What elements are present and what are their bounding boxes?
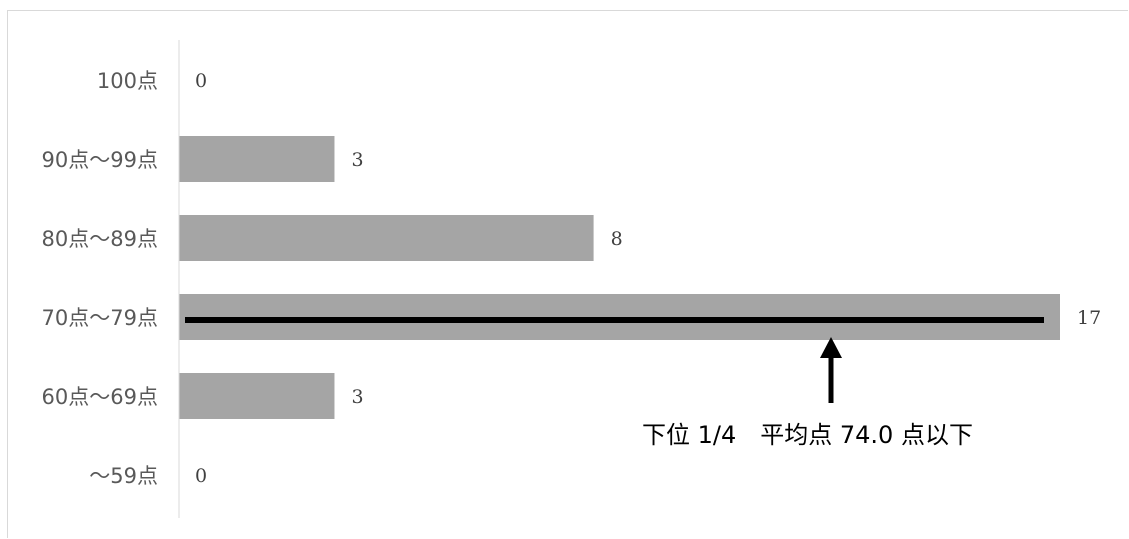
category-label: 100点 <box>97 69 158 93</box>
category-label: ～59点 <box>89 464 158 488</box>
labels-layer: 100点 0 90点～99点 3 80点～89点 8 70点～79点 17 60点～69点 3 ～5… <box>42 69 1102 488</box>
category-label: 60点～69点 <box>42 385 158 409</box>
bars-layer <box>179 136 1060 419</box>
data-label: 17 <box>1077 307 1101 329</box>
category-label: 90点～99点 <box>42 148 158 172</box>
data-label: 3 <box>351 149 363 171</box>
annotation-arrow-head <box>820 337 842 358</box>
data-label: 8 <box>611 228 623 250</box>
bar <box>179 373 335 419</box>
data-label: 3 <box>351 386 363 408</box>
annotation-layer: 下位 1/4 平均点 74.0 点以下 <box>185 317 1044 449</box>
bar <box>179 136 335 182</box>
data-label: 0 <box>195 465 207 487</box>
bar <box>179 215 594 261</box>
annotation-text: 下位 1/4 平均点 74.0 点以下 <box>642 421 973 449</box>
chart-frame <box>7 10 1128 538</box>
category-label: 80点～89点 <box>42 227 158 251</box>
data-label: 0 <box>195 70 207 92</box>
category-label: 70点～79点 <box>42 306 158 330</box>
